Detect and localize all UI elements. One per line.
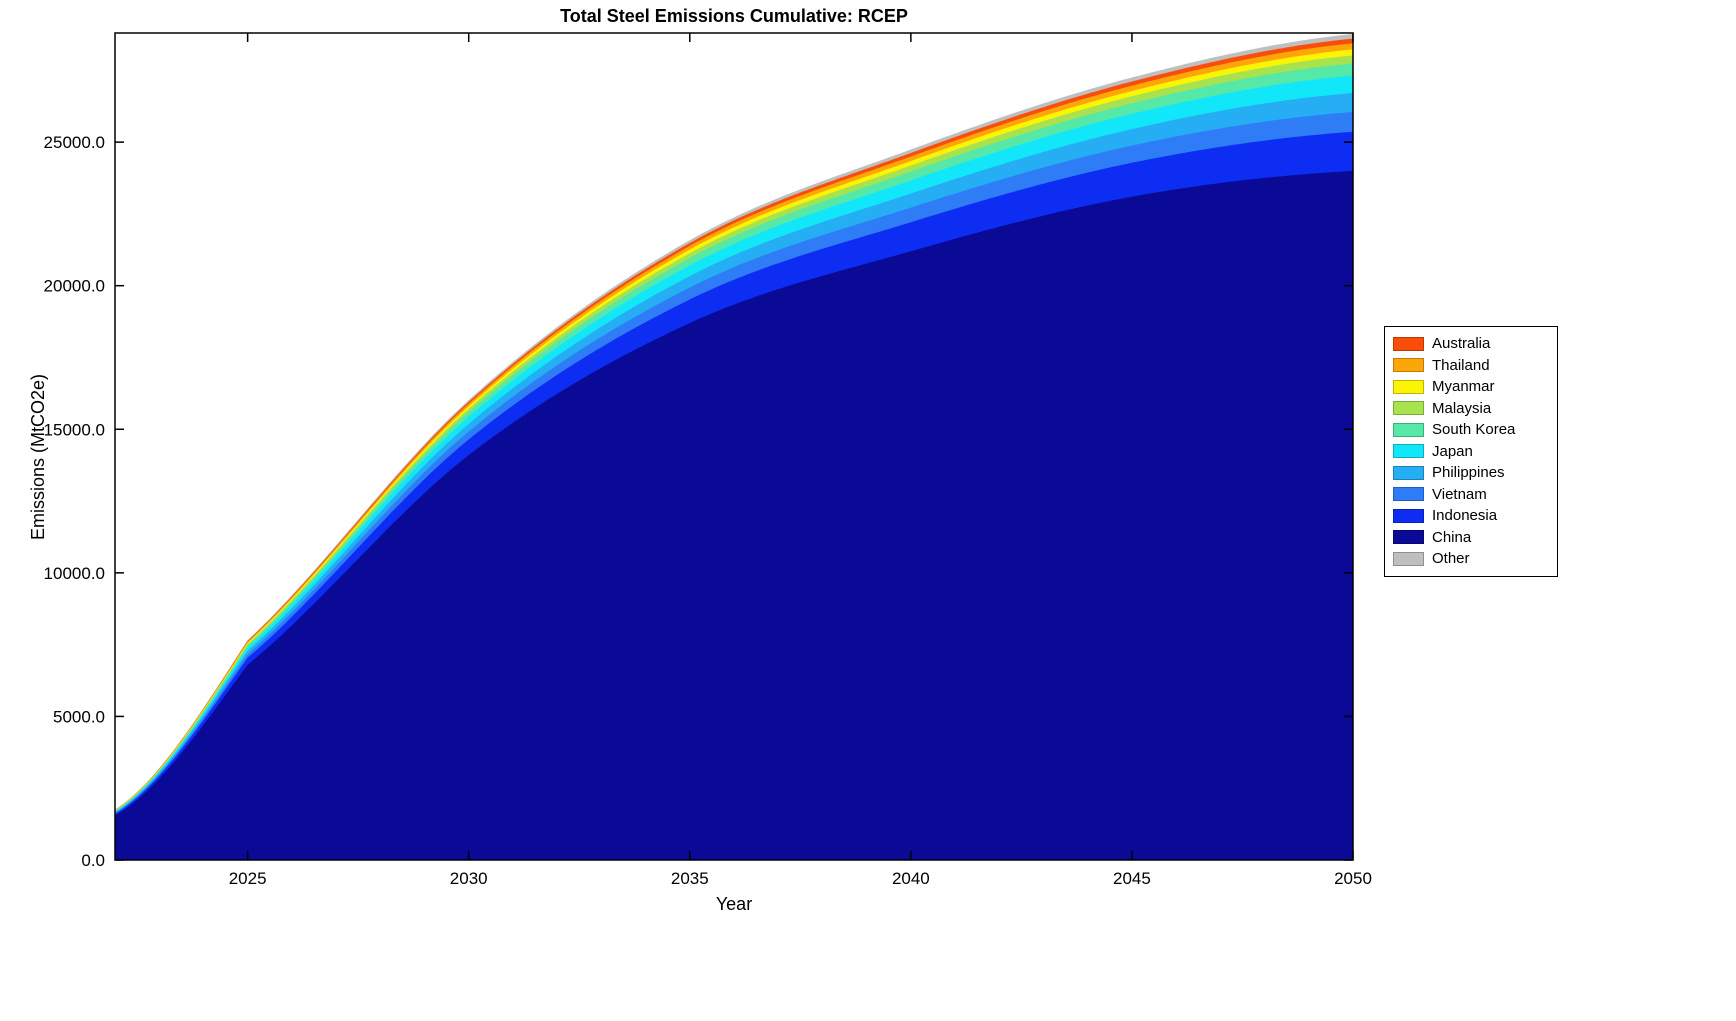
legend-item-other: Other — [1393, 548, 1549, 570]
axes-box — [114, 32, 1354, 861]
x-tick-label: 2025 — [229, 869, 267, 888]
legend-swatch — [1393, 336, 1424, 351]
y-axis-label: Emissions (MtCO2e) — [28, 373, 48, 540]
legend-item-thailand: Thailand — [1393, 355, 1549, 377]
legend-item-malaysia: Malaysia — [1393, 398, 1549, 420]
legend-label: Malaysia — [1432, 399, 1492, 417]
legend-label: South Korea — [1432, 421, 1516, 439]
legend-item-china: China — [1393, 527, 1549, 549]
legend-label: Philippines — [1432, 464, 1505, 482]
legend-swatch — [1393, 508, 1424, 523]
legend-item-myanmar: Myanmar — [1393, 376, 1549, 398]
y-tick-label: 10000.0 — [44, 564, 105, 583]
x-tick-label: 2050 — [1334, 869, 1372, 888]
legend-swatch — [1393, 465, 1424, 480]
legend-label: Australia — [1432, 335, 1491, 353]
x-tick-label: 2030 — [450, 869, 488, 888]
x-tick-label: 2035 — [671, 869, 709, 888]
legend: Australia Thailand Myanmar Malaysia South Ko… — [1384, 326, 1558, 577]
y-tick-label: 5000.0 — [53, 707, 105, 726]
legend-swatch — [1393, 422, 1424, 437]
legend-swatch — [1393, 530, 1424, 545]
legend-item-vietnam: Vietnam — [1393, 484, 1549, 506]
legend-label: Myanmar — [1432, 378, 1495, 396]
legend-item-indonesia: Indonesia — [1393, 505, 1549, 527]
legend-item-australia: Australia — [1393, 333, 1549, 355]
x-tick-label: 2045 — [1113, 869, 1151, 888]
legend-swatch — [1393, 487, 1424, 502]
x-tick-label: 2040 — [892, 869, 930, 888]
legend-item-south-korea: South Korea — [1393, 419, 1549, 441]
chart-title: Total Steel Emissions Cumulative: RCEP — [560, 6, 908, 26]
x-axis-label: Year — [715, 894, 753, 914]
legend-swatch — [1393, 358, 1424, 373]
legend-swatch — [1393, 401, 1424, 416]
legend-item-philippines: Philippines — [1393, 462, 1549, 484]
y-tick-label: 20000.0 — [44, 277, 105, 296]
area-layer-china — [115, 170, 1353, 861]
legend-label: Thailand — [1432, 356, 1490, 374]
legend-swatch — [1393, 444, 1424, 459]
legend-label: Other — [1432, 550, 1470, 568]
legend-label: Japan — [1432, 442, 1473, 460]
legend-label: Vietnam — [1432, 485, 1487, 503]
legend-swatch — [1393, 379, 1424, 394]
legend-swatch — [1393, 551, 1424, 566]
legend-label: Indonesia — [1432, 507, 1498, 525]
legend-label: China — [1432, 528, 1472, 546]
y-tick-label: 0.0 — [81, 851, 105, 870]
y-tick-label: 25000.0 — [44, 133, 105, 152]
y-tick-label: 15000.0 — [44, 420, 105, 439]
legend-item-japan: Japan — [1393, 441, 1549, 463]
